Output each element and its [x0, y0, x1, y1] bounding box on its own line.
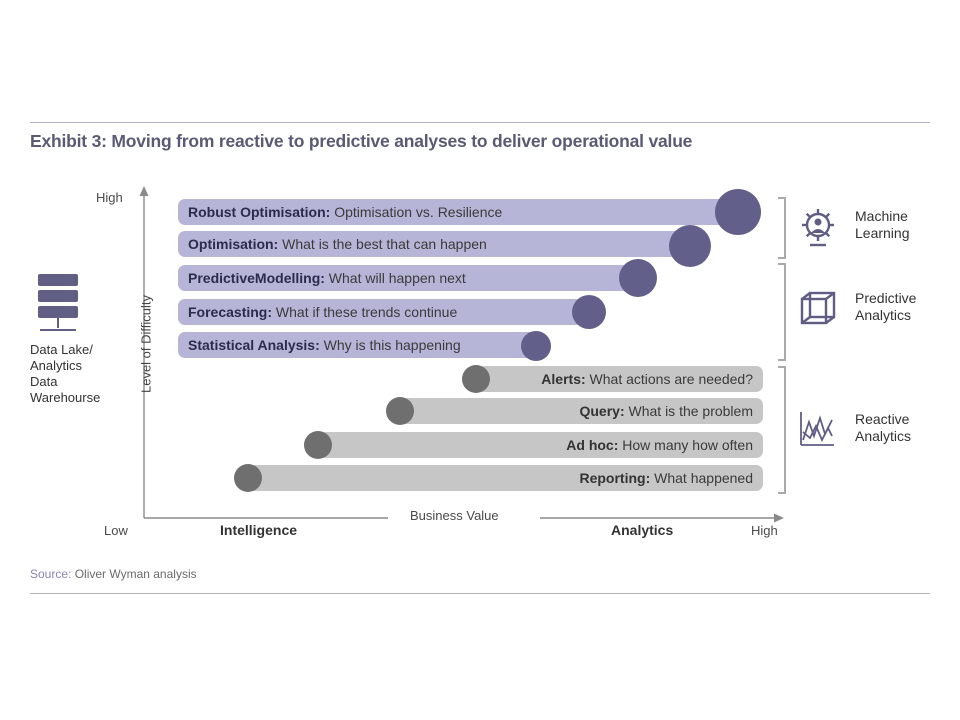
bar-predictive-modelling: PredictiveModelling: What will happen ne… [178, 265, 638, 291]
value-dot [462, 365, 490, 393]
cube-icon [800, 291, 836, 325]
data-source-text: Data Lake/ Analytics Data Warehourse [30, 342, 101, 405]
bar-optimisation: Optimisation: What is the best that can … [178, 231, 692, 257]
difficulty-dot [669, 225, 711, 267]
bar-name: Statistical Analysis: [188, 337, 320, 353]
bar-desc: What actions are needed? [585, 371, 753, 387]
source-value: Oliver Wyman analysis [71, 567, 197, 581]
difficulty-dot [572, 295, 606, 329]
bar-name: Ad hoc: [566, 437, 619, 453]
line-chart-icon [800, 412, 834, 446]
x-axis-label: Business Value [410, 508, 499, 523]
bar-ad-hoc: Ad hoc: How many how often [318, 432, 763, 458]
value-dot [386, 397, 414, 425]
bar-name: Forecasting: [188, 304, 273, 320]
x-axis-low-label: Low [104, 523, 128, 538]
difficulty-dot [521, 331, 551, 361]
category-predictive-analytics: Predictive Analytics [855, 290, 916, 324]
bar-name: Reporting: [579, 470, 651, 486]
bar-desc: Why is this happening [319, 337, 461, 353]
bracket-machine-learning [778, 197, 786, 259]
bracket-reactive-analytics [778, 366, 786, 494]
y-axis-high-label: High [96, 190, 123, 205]
bar-name: PredictiveModelling: [188, 270, 325, 286]
value-dot [304, 431, 332, 459]
x-axis-high-label: High [751, 523, 778, 538]
bar-desc: What if these trends continue [272, 304, 458, 320]
gear-person-icon [802, 209, 834, 247]
server-icon [38, 274, 78, 331]
bar-query: Query: What is the problem [400, 398, 763, 424]
source-note: Source: Oliver Wyman analysis [30, 567, 197, 581]
top-rule [30, 122, 930, 123]
x-zone-intelligence: Intelligence [220, 522, 298, 538]
category-label: Reactive Analytics [855, 411, 912, 444]
bar-name: Robust Optimisation: [188, 204, 331, 220]
category-label: Predictive Analytics [855, 290, 917, 323]
bottom-rule [30, 593, 930, 594]
bar-robust-optimisation: Robust Optimisation: Optimisation vs. Re… [178, 199, 744, 225]
bar-desc: How many how often [618, 437, 753, 453]
bar-desc: What happened [650, 470, 753, 486]
y-axis-label: Level of Difficulty [138, 294, 154, 394]
category-machine-learning: Machine Learning [855, 208, 910, 242]
source-key: Source: [30, 567, 72, 581]
x-zone-analytics: Analytics [611, 522, 674, 538]
data-source-label: Data Lake/ Analytics Data Warehourse [30, 342, 100, 406]
bar-statistical-analysis: Statistical Analysis: Why is this happen… [178, 332, 536, 358]
exhibit-title: Exhibit 3: Moving from reactive to predi… [30, 131, 693, 151]
bar-alerts: Alerts: What actions are needed? [476, 366, 763, 392]
bracket-predictive-analytics [778, 263, 786, 361]
bar-desc: What is the best that can happen [278, 236, 487, 252]
difficulty-dot [619, 259, 657, 297]
value-dot [234, 464, 262, 492]
bar-desc: What will happen next [324, 270, 466, 286]
difficulty-dot [715, 189, 761, 235]
category-label: Machine Learning [855, 208, 910, 241]
bar-desc: What is the problem [624, 403, 753, 419]
bar-reporting: Reporting: What happened [248, 465, 763, 491]
bar-desc: Optimisation vs. Resilience [330, 204, 503, 220]
bar-forecasting: Forecasting: What if these trends contin… [178, 299, 590, 325]
category-reactive-analytics: Reactive Analytics [855, 411, 911, 445]
bar-name: Optimisation: [188, 236, 279, 252]
bar-name: Alerts: [541, 371, 586, 387]
bar-name: Query: [579, 403, 625, 419]
